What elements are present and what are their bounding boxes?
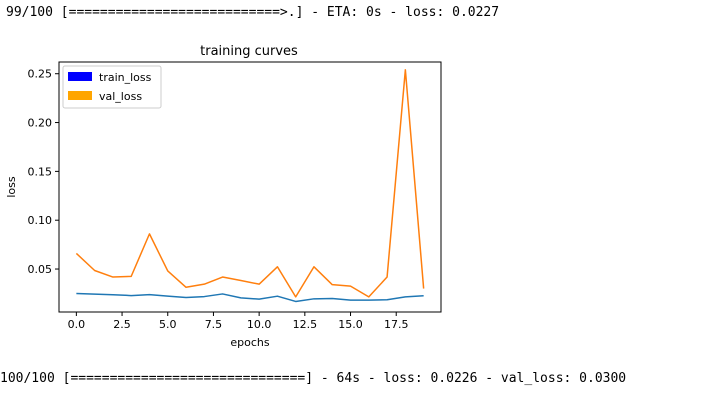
x-tick-label: 17.5: [384, 318, 409, 331]
x-tick-label: 7.5: [205, 318, 223, 331]
chart-title: training curves: [200, 44, 298, 59]
plot-lines: [75, 69, 425, 303]
series-line-1: [75, 69, 425, 298]
x-tick-label: 15.0: [338, 318, 363, 331]
y-tick-label: 0.15: [28, 165, 53, 178]
chart-legend: train_loss val_loss: [62, 65, 162, 109]
y-tick-label: 0.10: [28, 214, 53, 227]
x-tick-label: 0.0: [68, 318, 86, 331]
training-progress-log-bottom: 100/100 [==============================]…: [0, 371, 627, 386]
training-progress-log-top: 99/100 [===========================>.] -…: [6, 5, 500, 20]
legend-label: train_loss: [99, 71, 152, 84]
y-axis: 0.05 0.10 0.15 0.20 0.25: [28, 68, 59, 276]
legend-swatch: [68, 72, 92, 81]
x-axis-label: epochs: [230, 336, 269, 349]
plot-frame: [58, 61, 442, 313]
x-tick-label: 12.5: [293, 318, 318, 331]
y-tick-label: 0.05: [28, 263, 53, 276]
x-tick-label: 10.0: [247, 318, 272, 331]
series-line-0: [76, 292, 424, 303]
y-tick-label: 0.25: [28, 68, 53, 81]
legend-label: val_loss: [99, 90, 142, 103]
x-tick-label: 5.0: [159, 318, 177, 331]
y-axis-label: loss: [5, 176, 18, 198]
x-axis: 0.0 2.5 5.0 7.5 10.0 12.5 15.0 17.5: [68, 312, 409, 331]
training-curves-chart: training curves 0.0 2.5 5.0 7.5 10.0 12.5 15.0…: [5, 44, 442, 349]
y-tick-label: 0.20: [28, 117, 53, 130]
legend-swatch: [68, 91, 92, 100]
x-tick-label: 2.5: [113, 318, 131, 331]
